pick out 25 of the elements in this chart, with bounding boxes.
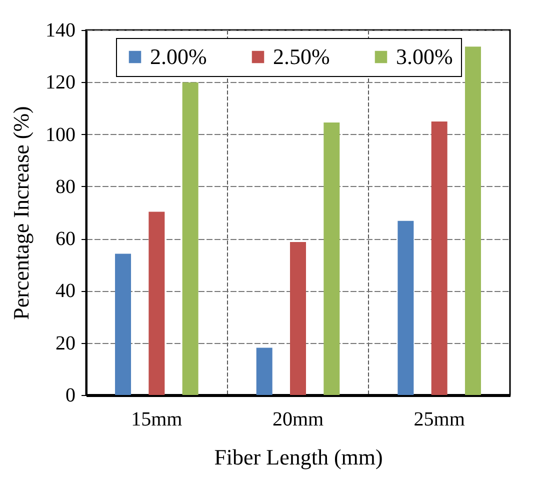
bar	[398, 220, 414, 395]
y-tick-label: 20	[56, 332, 76, 354]
x-axis-title: Fiber Length (mm)	[214, 444, 383, 470]
y-tick-label: 60	[56, 228, 76, 250]
bar	[290, 242, 306, 395]
legend-label: 3.00%	[396, 44, 453, 69]
bar	[324, 122, 340, 395]
x-tick-label: 15mm	[131, 408, 183, 430]
x-tick-label: 25mm	[414, 408, 466, 430]
bar	[431, 122, 448, 395]
y-tick-label: 40	[56, 280, 76, 302]
x-tick-label: 20mm	[272, 408, 324, 430]
legend-label: 2.50%	[273, 44, 330, 69]
bar	[115, 254, 132, 395]
y-tick-label: 100	[46, 124, 76, 146]
bar	[464, 46, 481, 395]
y-tick-label: 80	[56, 176, 76, 198]
y-axis-title: Percentage Increase (%)	[8, 106, 34, 320]
y-tick-label: 0	[66, 384, 76, 406]
y-tick-label: 120	[46, 72, 76, 94]
bar	[148, 212, 165, 395]
bar	[256, 348, 272, 395]
y-tick-label: 140	[46, 20, 76, 42]
legend-label: 2.00%	[150, 44, 207, 69]
bar	[182, 82, 198, 395]
